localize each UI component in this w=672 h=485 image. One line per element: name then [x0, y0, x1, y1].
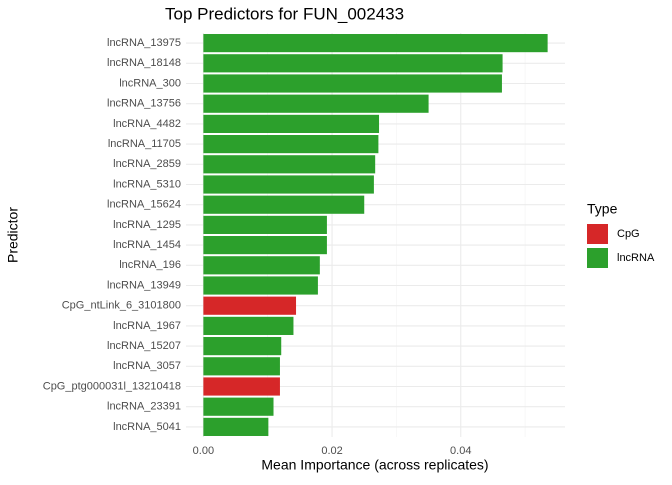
y-tick-label: lncRNA_23391 — [107, 401, 181, 413]
x-tick-label: 0.00 — [193, 445, 214, 457]
bar — [203, 337, 282, 356]
bar — [203, 357, 280, 376]
y-tick-label: lncRNA_1454 — [113, 239, 181, 251]
bar — [203, 215, 327, 234]
y-axis-label: Predictor — [5, 207, 21, 263]
bar — [203, 377, 280, 396]
y-tick-label: lncRNA_5041 — [113, 421, 181, 433]
y-tick-label: CpG_ptg000031l_13210418 — [43, 380, 181, 392]
bar — [203, 135, 379, 154]
y-tick-label: lncRNA_13975 — [107, 37, 181, 49]
y-tick-label: CpG_ntLink_6_3101800 — [62, 300, 181, 312]
bar — [203, 94, 429, 113]
bar — [203, 296, 297, 315]
y-tick-label: lncRNA_300 — [119, 77, 181, 89]
y-tick-label: lncRNA_3057 — [113, 360, 181, 372]
y-tick-label: lncRNA_13756 — [107, 98, 181, 110]
bar — [203, 236, 327, 255]
y-tick-label: lncRNA_11705 — [108, 138, 181, 150]
y-tick-label: lncRNA_4482 — [113, 118, 181, 130]
bar — [203, 155, 376, 174]
x-axis-label: Mean Importance (across replicates) — [261, 457, 488, 473]
y-tick-label: lncRNA_1295 — [113, 219, 181, 231]
bar — [203, 276, 318, 295]
bar — [203, 397, 274, 416]
bar — [203, 114, 380, 133]
y-tick-label: lncRNA_15207 — [107, 340, 181, 352]
bar — [203, 316, 294, 335]
bar — [203, 54, 503, 73]
y-tick-label: lncRNA_15624 — [107, 199, 181, 211]
bar — [203, 417, 269, 436]
legend-key — [587, 248, 608, 268]
legend-title: Type — [587, 201, 618, 217]
legend-label: CpG — [617, 228, 640, 240]
y-tick-label: lncRNA_196 — [119, 259, 181, 271]
bar — [203, 256, 320, 275]
y-tick-label: lncRNA_1967 — [113, 320, 181, 332]
y-tick-label: lncRNA_2859 — [113, 158, 181, 170]
bar — [203, 175, 374, 194]
x-tick-label: 0.04 — [450, 445, 471, 457]
bar — [203, 74, 502, 93]
chart-title: Top Predictors for FUN_002433 — [165, 4, 404, 23]
legend-label: lncRNA — [617, 252, 655, 264]
x-tick-label: 0.02 — [321, 445, 342, 457]
y-tick-label: lncRNA_5310 — [113, 178, 181, 190]
y-tick-label: lncRNA_13949 — [107, 279, 181, 291]
y-tick-label: lncRNA_18148 — [107, 57, 181, 69]
bar — [203, 195, 365, 214]
legend-key — [587, 224, 608, 244]
bar — [203, 34, 548, 53]
